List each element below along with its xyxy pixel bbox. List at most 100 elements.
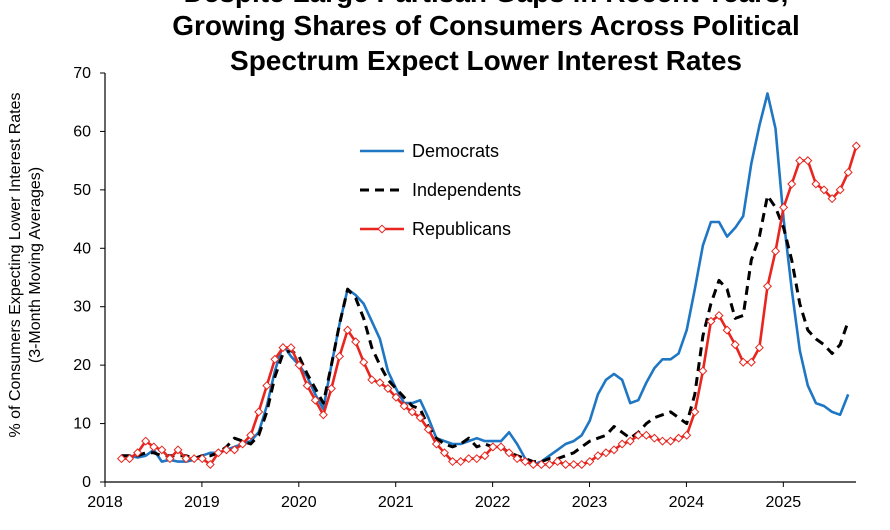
point-republicans	[238, 439, 248, 449]
y-tick-label: 60	[73, 123, 91, 140]
point-republicans	[754, 343, 764, 353]
point-republicans	[173, 445, 183, 455]
point-republicans	[383, 384, 393, 394]
point-republicans	[536, 459, 546, 469]
point-republicans	[407, 407, 417, 417]
chart-title: Despite Large Partisan Gaps in Recent Ye…	[172, 0, 800, 76]
point-republicans	[125, 454, 135, 464]
x-tick-label: 2019	[184, 494, 220, 511]
point-republicans	[246, 430, 256, 440]
point-republicans	[415, 413, 425, 423]
point-republicans	[787, 179, 797, 189]
point-republicans	[221, 445, 231, 455]
point-republicans	[334, 351, 345, 361]
point-republicans	[561, 459, 571, 469]
point-republicans	[141, 436, 151, 446]
point-republicans	[456, 457, 466, 467]
point-republicans	[835, 185, 845, 195]
point-republicans	[779, 202, 789, 212]
x-axis-ticks: 2018 2019 2020 2021 2022 2023 2024 2025	[87, 482, 801, 511]
y-axis-label-line-2: (3-Month Moving Averages)	[27, 167, 44, 363]
axes	[104, 73, 856, 483]
point-republicans	[496, 442, 506, 452]
point-republicans	[197, 454, 207, 464]
point-republicans	[343, 325, 353, 335]
point-republicans	[722, 325, 732, 335]
point-republicans	[811, 179, 821, 189]
y-tick-label: 20	[73, 357, 91, 374]
y-tick-label: 70	[73, 65, 91, 82]
point-republicans	[698, 366, 708, 376]
point-republicans	[157, 445, 167, 455]
legend: Democrats Independents Republicans	[360, 141, 521, 239]
point-republicans	[512, 454, 522, 464]
y-axis-ticks: 0 10 20 30 40 50 60 70	[73, 65, 105, 491]
point-republicans	[738, 357, 748, 367]
point-republicans	[326, 384, 336, 394]
chart-title-line-1: Despite Large Partisan Gaps in Recent Ye…	[184, 0, 789, 8]
point-republicans	[439, 448, 449, 458]
point-republicans	[633, 430, 643, 440]
point-republicans	[431, 439, 441, 449]
legend-label-independents: Independents	[412, 180, 521, 200]
point-republicans	[657, 436, 668, 446]
x-tick-label: 2024	[669, 494, 705, 511]
point-republicans	[762, 281, 772, 291]
point-republicans	[843, 167, 853, 177]
point-republicans	[399, 401, 409, 411]
point-republicans	[593, 451, 603, 461]
legend-label-democrats: Democrats	[412, 141, 499, 161]
point-republicans	[488, 442, 498, 452]
point-republicans	[690, 407, 700, 417]
point-republicans	[423, 424, 433, 434]
point-republicans	[375, 378, 385, 388]
point-republicans	[254, 407, 264, 417]
point-republicans	[189, 454, 199, 464]
point-republicans	[310, 395, 320, 405]
point-republicans	[294, 360, 304, 370]
point-republicans	[682, 430, 692, 440]
point-republicans	[133, 448, 143, 458]
point-republicans	[149, 442, 159, 452]
point-republicans	[472, 454, 482, 464]
y-tick-label: 40	[73, 240, 91, 257]
point-republicans	[553, 457, 563, 467]
point-republicans	[601, 448, 611, 458]
point-republicans	[706, 316, 716, 326]
y-tick-label: 10	[73, 416, 91, 433]
legend-label-republicans: Republicans	[412, 219, 511, 239]
point-republicans	[213, 448, 223, 458]
point-republicans	[318, 410, 328, 420]
point-republicans	[746, 357, 756, 367]
point-republicans	[367, 375, 377, 385]
point-republicans	[649, 433, 659, 443]
point-republicans	[286, 343, 296, 353]
point-republicans	[448, 457, 458, 467]
point-republicans	[795, 156, 805, 166]
series-line-independents	[121, 194, 850, 464]
point-republicans	[674, 433, 684, 443]
point-republicans	[569, 459, 579, 469]
point-republicans	[464, 454, 474, 464]
point-republicans	[609, 445, 619, 455]
point-republicans	[714, 310, 724, 320]
x-tick-label: 2020	[281, 494, 317, 511]
point-republicans	[278, 343, 288, 353]
point-republicans	[230, 445, 240, 455]
x-tick-label: 2025	[766, 494, 802, 511]
x-tick-label: 2021	[378, 494, 414, 511]
x-tick-label: 2023	[572, 494, 608, 511]
point-republicans	[544, 459, 554, 469]
x-tick-label: 2022	[475, 494, 511, 511]
y-tick-label: 30	[73, 299, 91, 316]
point-republicans	[116, 454, 126, 464]
point-republicans	[851, 141, 861, 151]
point-republicans	[803, 156, 813, 166]
x-tick-label: 2018	[87, 494, 123, 511]
point-republicans	[625, 436, 635, 446]
point-republicans	[351, 337, 361, 347]
point-republicans	[480, 451, 490, 461]
point-republicans	[181, 454, 191, 464]
point-republicans	[819, 185, 829, 195]
